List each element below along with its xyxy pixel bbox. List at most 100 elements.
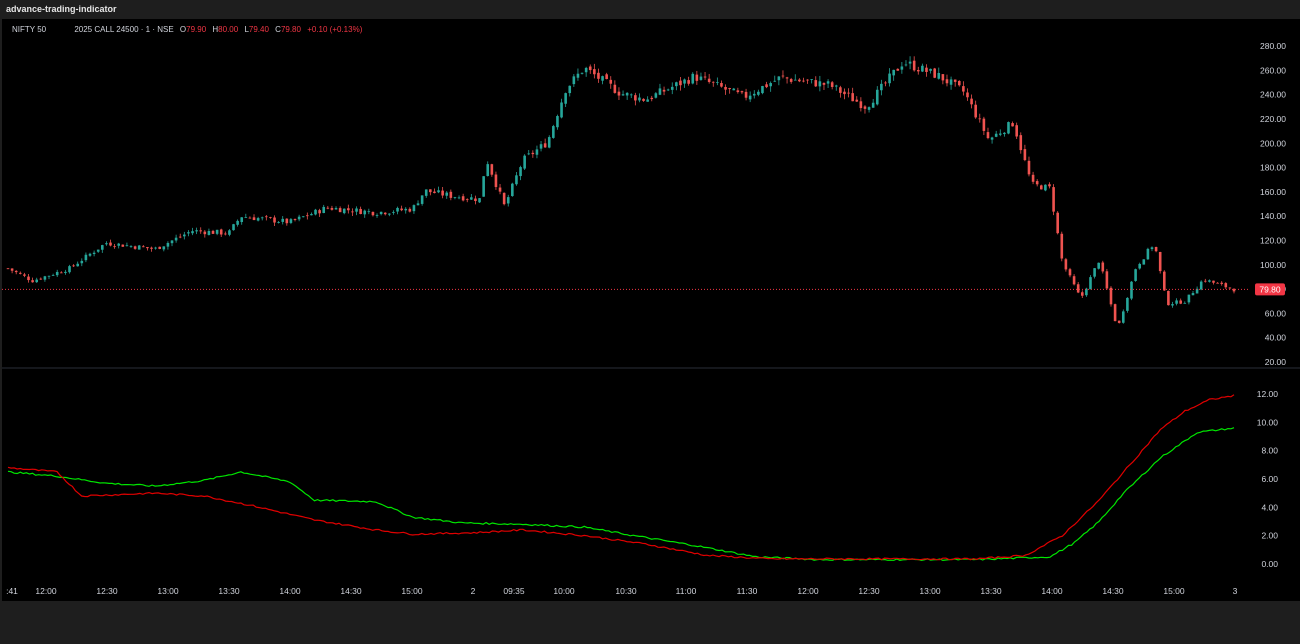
candle-body	[117, 243, 121, 246]
time-axis-label: 3	[1233, 586, 1238, 596]
price-tick-labels: 280.00 260.00 240.00 220.00 200.00 180.00 160.…	[1260, 41, 1286, 367]
candle-body	[1101, 262, 1105, 272]
time-axis-label: 14:30	[340, 586, 362, 596]
candle-body	[863, 106, 867, 109]
candle-body	[609, 79, 613, 84]
time-axis-label: 10:30	[615, 586, 637, 596]
candle-body	[1076, 284, 1080, 293]
candle-body	[1212, 280, 1215, 283]
candle-body	[55, 271, 59, 276]
time-axis-label: 13:30	[980, 586, 1002, 596]
indicator-tick-label: 8.00	[1261, 446, 1278, 456]
candle-body	[1228, 287, 1232, 289]
candle-body	[502, 192, 506, 205]
price-axis[interactable]	[1248, 19, 1300, 601]
candle-body	[314, 209, 317, 215]
price-tick-label: 160.00	[1260, 187, 1286, 197]
candle-body	[654, 93, 658, 98]
candle-body	[158, 246, 162, 249]
candle-body	[843, 91, 846, 95]
price-tick-label: 240.00	[1260, 90, 1286, 100]
candle-body	[351, 211, 354, 213]
candle-body	[1064, 259, 1068, 270]
candle-body	[675, 82, 678, 87]
candle-body	[556, 116, 559, 128]
close-label: C	[275, 25, 281, 34]
candle-body	[396, 207, 399, 212]
candle-body	[1015, 125, 1018, 137]
candle-body	[1007, 122, 1010, 134]
candle-body	[6, 268, 10, 270]
candle-body	[494, 174, 498, 188]
candle-body	[806, 79, 809, 81]
candle-body	[109, 242, 112, 246]
candle-body	[1162, 271, 1166, 291]
candle-body	[1121, 311, 1125, 323]
candle-body	[638, 97, 641, 101]
candle-body	[478, 198, 481, 203]
candle-body	[732, 88, 736, 91]
candle-body	[1220, 282, 1223, 284]
indicator-tick-labels: 12.00 10.00 8.00 6.00 4.00 2.00 0.00	[1257, 389, 1279, 569]
candle-body	[19, 272, 22, 274]
candle-body	[707, 78, 711, 82]
candle-body	[1105, 271, 1109, 289]
candle-body	[334, 208, 338, 210]
candle-body	[666, 89, 670, 91]
candle-body	[781, 75, 785, 77]
candle-body	[564, 93, 567, 104]
candle-body	[572, 76, 576, 85]
candle-body	[929, 68, 932, 71]
indicator-tick-label: 12.00	[1257, 389, 1279, 399]
candle-body	[84, 254, 88, 261]
candle-body	[1195, 288, 1199, 294]
last-price-tag	[1255, 283, 1285, 296]
candle-body	[908, 61, 912, 64]
candle-body	[10, 268, 14, 271]
candle-body	[433, 191, 436, 194]
candle-body	[293, 218, 297, 220]
time-axis-label: 12:00	[797, 586, 819, 596]
candle-body	[113, 246, 116, 248]
candle-body	[412, 205, 416, 212]
candle-body	[121, 244, 125, 247]
symbol-name[interactable]: NIFTY 50	[12, 25, 47, 34]
time-axis-label: 2	[471, 586, 476, 596]
candle-body	[228, 230, 231, 235]
candle-body	[424, 189, 428, 196]
candle-body	[76, 263, 80, 267]
candle-body	[199, 230, 203, 232]
candle-body	[1085, 288, 1088, 296]
time-axis-label: :41	[6, 586, 18, 596]
time-axis-label: 09:35	[503, 586, 525, 596]
candle-body	[322, 206, 326, 214]
candle-body	[769, 83, 772, 87]
candle-body	[203, 231, 207, 235]
high-label: H	[212, 25, 219, 34]
candle-body	[219, 229, 223, 235]
candle-body	[601, 76, 604, 81]
candle-body	[826, 81, 830, 84]
chart-area[interactable]	[2, 19, 1248, 601]
candle-body	[1158, 251, 1162, 272]
indicator-tick-label: 10.00	[1257, 417, 1279, 427]
candle-body	[363, 210, 367, 215]
price-tick-label: 220.00	[1260, 114, 1286, 124]
candle-body	[531, 152, 535, 155]
candle-body	[1154, 247, 1158, 252]
time-axis-labels: :41 12:00 12:30 13:00 13:30 14:00 14:30 15:00 2 0…	[6, 586, 1238, 596]
candle-body	[338, 208, 342, 213]
candle-body	[519, 167, 522, 177]
candle-body	[27, 276, 30, 281]
candle-body	[441, 190, 444, 196]
candle-body	[80, 260, 84, 264]
candle-body	[72, 265, 75, 267]
time-axis-label: 12:30	[96, 586, 118, 596]
candle-body	[691, 73, 695, 84]
candle-body	[597, 72, 600, 79]
candle-body	[178, 236, 182, 238]
candle-body	[925, 67, 928, 72]
price-tick-label: 180.00	[1260, 163, 1286, 173]
candle-body	[96, 249, 100, 252]
